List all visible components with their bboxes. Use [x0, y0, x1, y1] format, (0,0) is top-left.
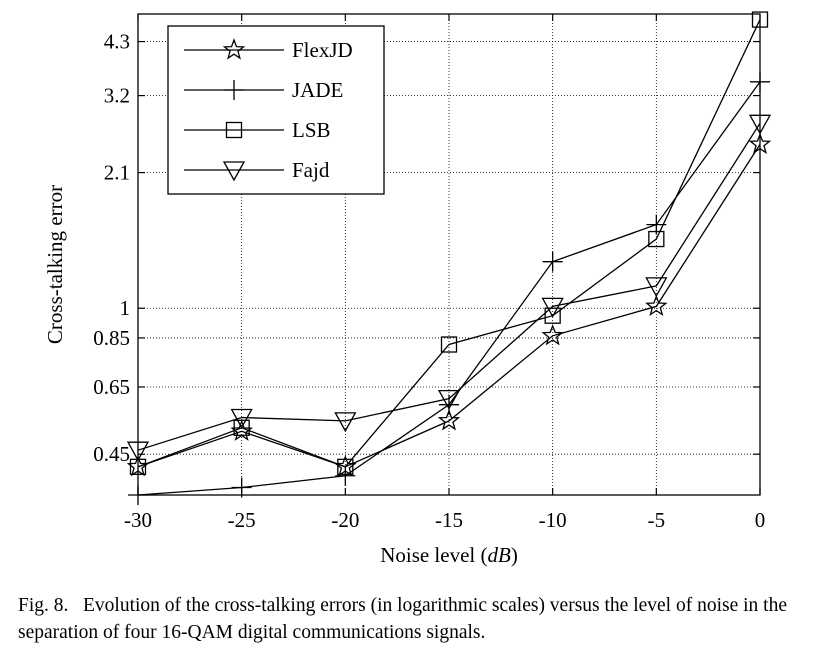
y-tick-label: 0.65	[93, 375, 130, 399]
legend-item-flexjd: FlexJD	[184, 38, 353, 62]
data-point-flexjd	[437, 409, 461, 431]
y-tick-label: 3.2	[104, 84, 130, 108]
legend: FlexJD JADE LSB Fajd	[167, 25, 385, 195]
legend-marker	[222, 161, 246, 182]
data-point-fajd	[437, 389, 461, 410]
legend-label: Fajd	[292, 158, 330, 182]
legend-item-jade: JADE	[184, 78, 343, 102]
data-point-lsb	[233, 419, 250, 436]
legend-label: LSB	[292, 118, 331, 142]
chart: -30 -25 -20 -15 -10 -5 0 0.45 0.65 0.85 1 2.1 3.2 4.3…	[43, 11, 772, 567]
figure-caption: Fig. 8. Evolution of the cross-talking e…	[18, 592, 808, 646]
legend-item-lsb: LSB	[184, 118, 331, 142]
x-axis-label-close: )	[511, 543, 518, 567]
data-point-jade	[335, 465, 356, 486]
y-tick-label: 1	[120, 296, 131, 320]
legend-label: JADE	[292, 78, 343, 102]
legend-marker	[222, 38, 246, 60]
data-point-lsb	[440, 336, 458, 353]
series-line-fajd	[137, 122, 761, 451]
x-tick-label: -25	[228, 508, 256, 532]
x-axis-label-main: Noise level (	[380, 543, 487, 567]
y-tick-label: 0.45	[93, 442, 130, 466]
legend-box	[167, 25, 385, 195]
series-layer	[126, 11, 772, 505]
data-point-fajd	[230, 408, 253, 429]
y-axis-label: Cross-talking error	[43, 185, 67, 344]
legend-marker	[225, 121, 243, 139]
x-tick-label: -20	[331, 508, 359, 532]
data-point-fajd	[541, 297, 564, 318]
y-tick-label: 2.1	[104, 161, 130, 185]
axis-ticks: -30 -25 -20 -15 -10 -5 0 0.45 0.65 0.85 1 2.1 3.2 4.3	[93, 14, 765, 532]
x-tick-label: 0	[755, 508, 766, 532]
x-axis-label: Noise level (dB)	[380, 543, 518, 567]
x-tick-label: -15	[435, 508, 463, 532]
series-line-flexjd	[137, 144, 761, 468]
data-point-fajd	[645, 277, 668, 298]
data-point-flexjd	[541, 323, 564, 346]
x-tick-label: -30	[124, 508, 152, 532]
x-tick-label: -10	[539, 508, 567, 532]
data-point-lsb	[544, 307, 561, 324]
legend-marker	[224, 80, 244, 100]
x-tick-label: -5	[648, 508, 666, 532]
x-axis-label-unit: dB	[487, 543, 511, 567]
data-point-flexjd	[645, 294, 668, 317]
caption-text: Evolution of the cross-talking errors (i…	[18, 595, 792, 643]
legend-label: FlexJD	[292, 38, 353, 62]
series-fajd	[126, 114, 772, 462]
data-point-jade	[542, 251, 563, 272]
y-tick-label: 4.3	[104, 30, 130, 54]
y-tick-label: 0.85	[93, 326, 130, 350]
caption-label: Fig. 8.	[18, 595, 69, 616]
legend-item-fajd: Fajd	[184, 158, 330, 182]
data-point-jade	[439, 394, 459, 415]
data-point-lsb	[337, 458, 354, 475]
data-point-lsb	[648, 230, 665, 248]
data-point-fajd	[334, 412, 357, 433]
